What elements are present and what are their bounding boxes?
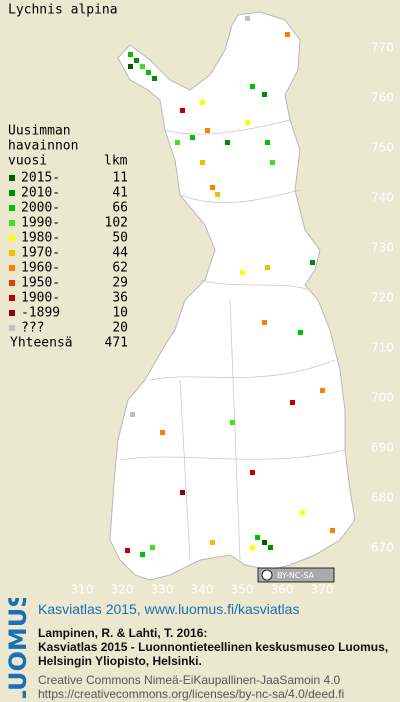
legend-label: 2015- [21, 171, 60, 186]
legend-label: -1899 [21, 306, 60, 321]
x-tick-label: 330 [151, 583, 174, 596]
legend-swatch [9, 295, 15, 301]
map-title: Lychnis alpina [8, 3, 118, 18]
region-borders [119, 119, 346, 561]
y-tick-label: 680 [371, 491, 394, 505]
legend-count: 66 [112, 201, 128, 216]
y-tick-label: 770 [371, 41, 394, 55]
legend-label: 2000- [21, 201, 60, 216]
legend-count: 41 [112, 186, 128, 201]
x-tick-label: 350 [231, 583, 254, 596]
legend-swatch [9, 205, 15, 211]
ticks: 310 320 330 340 350 360 370 770 760 750 740 730 720 7… [71, 41, 394, 596]
legend-swatch [9, 175, 15, 181]
x-tick-label: 340 [191, 583, 214, 596]
legend-count: 20 [112, 321, 128, 336]
license-badge-text: BY-NC-SA [277, 571, 315, 580]
legend-swatch [9, 235, 15, 241]
observation-squares [125, 16, 335, 557]
legend-column: vuosi [8, 154, 47, 169]
y-tick-label: 720 [371, 291, 394, 305]
y-tick-label: 760 [371, 91, 394, 105]
citation-1: Lampinen, R. & Lahti, T. 2016: [38, 626, 208, 640]
citation-3: Helsingin Yliopisto, Helsinki. [38, 654, 202, 668]
legend-label: 1980- [21, 231, 60, 246]
legend-swatch [9, 220, 15, 226]
legend-count: 10 [112, 306, 128, 321]
legend-count: 44 [112, 246, 128, 261]
citation-2: Kasviatlas 2015 - Luonnontieteellinen ke… [38, 640, 389, 654]
legend-label: ??? [21, 321, 44, 336]
license-1: Creative Commons Nimeä-EiKaupallinen-Jaa… [38, 673, 341, 687]
legend-label: 1970- [21, 246, 60, 261]
legend-total-label: Yhteensä [10, 336, 73, 351]
map: BY-NC-SA Lychnis alpina Uusimmanhavainno… [8, 3, 394, 596]
legend-swatch [9, 310, 15, 316]
legend-column: lkm [104, 154, 128, 169]
logo: LUOMUS [4, 598, 32, 698]
y-tick-label: 700 [371, 391, 394, 405]
y-tick-label: 750 [371, 141, 394, 155]
x-tick-label: 310 [71, 583, 94, 596]
logo-box: LUOMUS [4, 598, 32, 698]
y-tick-label: 730 [371, 241, 394, 255]
legend-count: 102 [105, 216, 128, 231]
legend-heading: havainnon [8, 139, 78, 154]
y-tick-label: 670 [371, 541, 394, 555]
license-badge: BY-NC-SA [257, 567, 335, 583]
legend-label: 1960- [21, 261, 60, 276]
legend-label: 1950- [21, 276, 60, 291]
legend-label: 1900- [21, 291, 60, 306]
y-tick-label: 740 [371, 191, 394, 205]
y-tick-label: 690 [371, 441, 394, 455]
legend-count: 36 [112, 291, 128, 306]
link[interactable]: Kasviatlas 2015, www.luomus.fi/kasviatla… [38, 601, 300, 617]
legend-swatch [9, 325, 15, 331]
x-tick-label: 320 [111, 583, 134, 596]
x-tick-label: 370 [311, 583, 334, 596]
license-2: https://creativecommons.org/licenses/by-… [38, 687, 345, 701]
legend-swatch [9, 280, 15, 286]
legend-count: 29 [112, 276, 128, 291]
legend-count: 50 [112, 231, 128, 246]
legend-count: 62 [112, 261, 128, 276]
legend-label: 2010- [21, 186, 60, 201]
legend-count: 11 [112, 171, 128, 186]
x-tick-label: 360 [271, 583, 294, 596]
legend-swatch [9, 250, 15, 256]
finland-outline [109, 11, 356, 581]
legend-heading: Uusimman [8, 124, 71, 139]
y-tick-label: 710 [371, 341, 394, 355]
legend-swatch [9, 265, 15, 271]
legend-total: 471 [105, 336, 128, 351]
legend-label: 1990- [21, 216, 60, 231]
legend-swatch [9, 190, 15, 196]
